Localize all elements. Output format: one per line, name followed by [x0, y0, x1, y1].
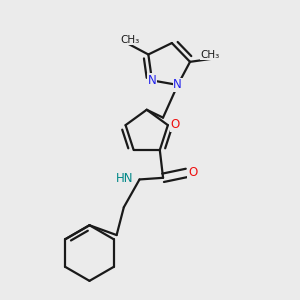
Text: CH₃: CH₃ — [200, 50, 220, 60]
Text: O: O — [170, 118, 180, 131]
Text: O: O — [188, 166, 197, 179]
Text: CH₃: CH₃ — [120, 35, 140, 45]
Text: N: N — [148, 74, 156, 87]
Text: N: N — [173, 78, 182, 92]
Text: HN: HN — [116, 172, 134, 185]
